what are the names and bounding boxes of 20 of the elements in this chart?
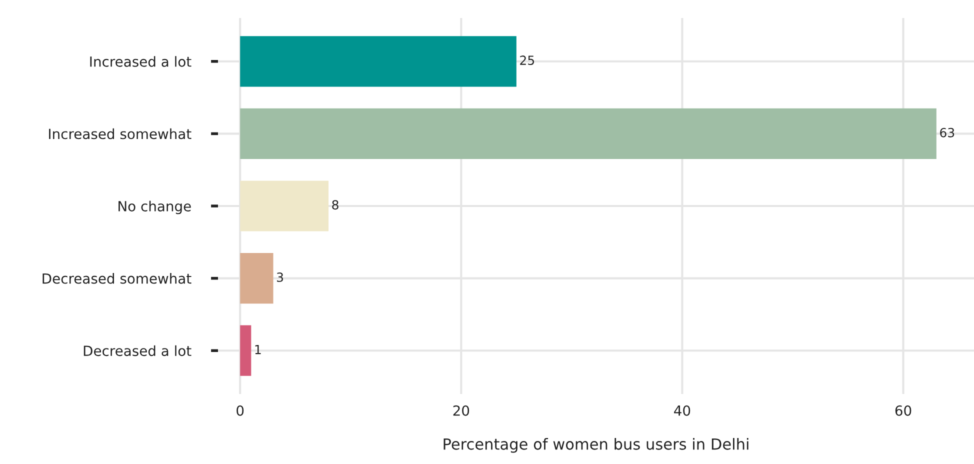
- x-axis-title: Percentage of women bus users in Delhi: [444, 438, 748, 453]
- data-label: 1: [255, 344, 261, 354]
- bar: [240, 325, 252, 376]
- data-label: 63: [940, 128, 954, 138]
- data-label: 8: [332, 200, 338, 210]
- y-tick-label: Decreased somewhat: [42, 273, 192, 284]
- bar: [240, 253, 274, 304]
- bar: [240, 180, 329, 232]
- y-tick-label: No change: [118, 200, 191, 214]
- x-tick-label: 0: [236, 405, 244, 416]
- y-tick-label: Increased a lot: [90, 56, 192, 67]
- y-tick-label: Decreased a lot: [84, 345, 192, 356]
- data-label: 3: [276, 272, 283, 282]
- y-tick-label: Increased somewhat: [49, 128, 192, 140]
- bar: [240, 36, 516, 87]
- bar: [240, 108, 936, 159]
- data-label: 25: [520, 56, 534, 66]
- x-tick-label: 60: [895, 405, 912, 416]
- x-tick-label: 20: [453, 405, 470, 416]
- x-tick-label: 40: [674, 405, 690, 416]
